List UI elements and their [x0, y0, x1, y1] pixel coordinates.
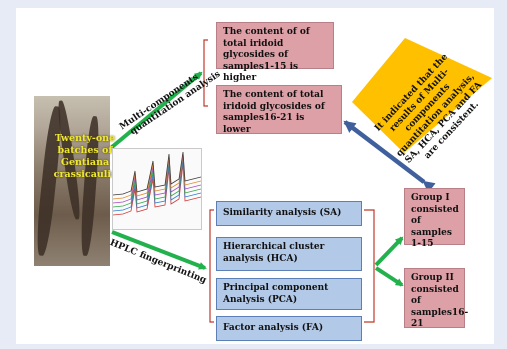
quantitation-bracket [203, 39, 208, 107]
method-factor-analysis: Factor analysis (FA) [216, 316, 362, 341]
group-one: Group I consisted of samples 1-15 [404, 188, 465, 249]
method-similarity-analysis: Similarity analysis (SA) [216, 201, 362, 226]
methods-right-bracket [364, 209, 375, 323]
methods-bracket [209, 209, 214, 323]
arrow-photo-to-quantitation [110, 71, 203, 149]
arrow-photo-to-hplc [111, 230, 207, 270]
arrow-to-group-2 [374, 266, 404, 287]
quantitation-result-low: The content of total iridoid glycosides … [216, 85, 342, 135]
hplc-chromatogram-thumbnail [112, 148, 202, 230]
group-two: Group II consisted of samples16-21 [404, 268, 468, 329]
arrow-quantitation-to-group [343, 120, 436, 193]
arrow-to-group-1 [374, 236, 404, 267]
quantitation-result-high: The content of of total iridoid glycosid… [216, 22, 334, 83]
method-hierarchical-cluster-analysis: Hierarchical cluster analysis (HCA) [216, 237, 362, 271]
photo-label: Twenty-one batches of Gentiana crassicau… [53, 133, 117, 180]
gentiana-roots-photo [34, 96, 110, 266]
method-principal-component-analysis: Principal component Analysis (PCA) [216, 278, 362, 310]
